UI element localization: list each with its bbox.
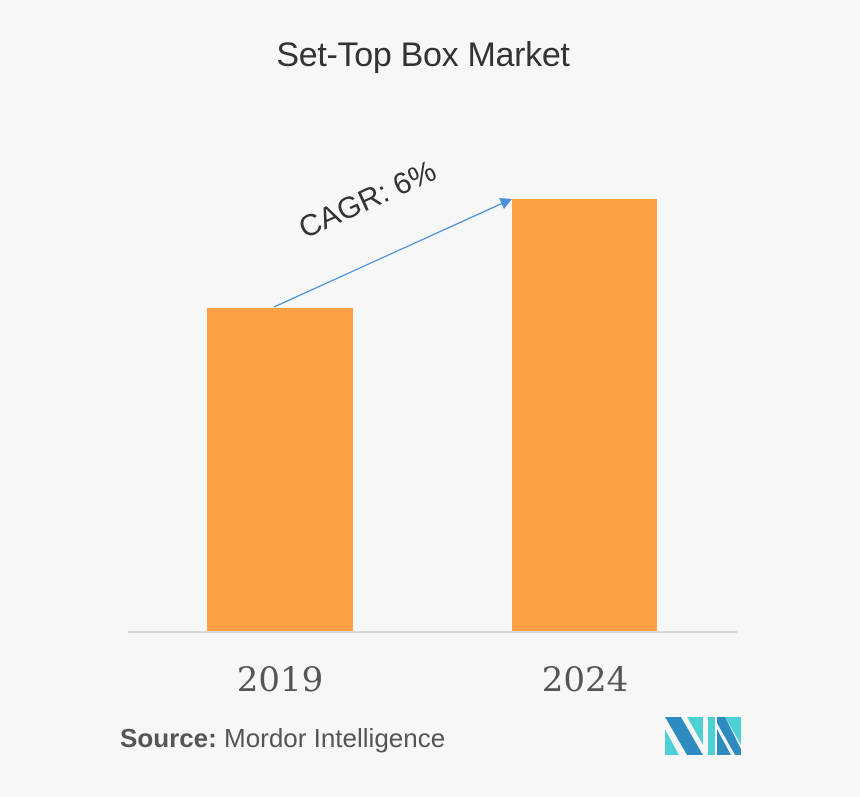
mordor-intelligence-logo-icon	[665, 717, 741, 755]
source-value: Mordor Intelligence	[224, 723, 446, 753]
bar-2024	[512, 199, 657, 632]
source-label: Source:	[120, 723, 217, 753]
x-tick-2024: 2024	[541, 660, 629, 700]
source-credit: Source: Mordor Intelligence	[120, 723, 445, 754]
chart-title: Set-Top Box Market	[276, 36, 570, 74]
x-axis-line	[128, 631, 737, 633]
x-tick-2019: 2019	[236, 660, 324, 700]
bar-2019	[207, 308, 353, 632]
